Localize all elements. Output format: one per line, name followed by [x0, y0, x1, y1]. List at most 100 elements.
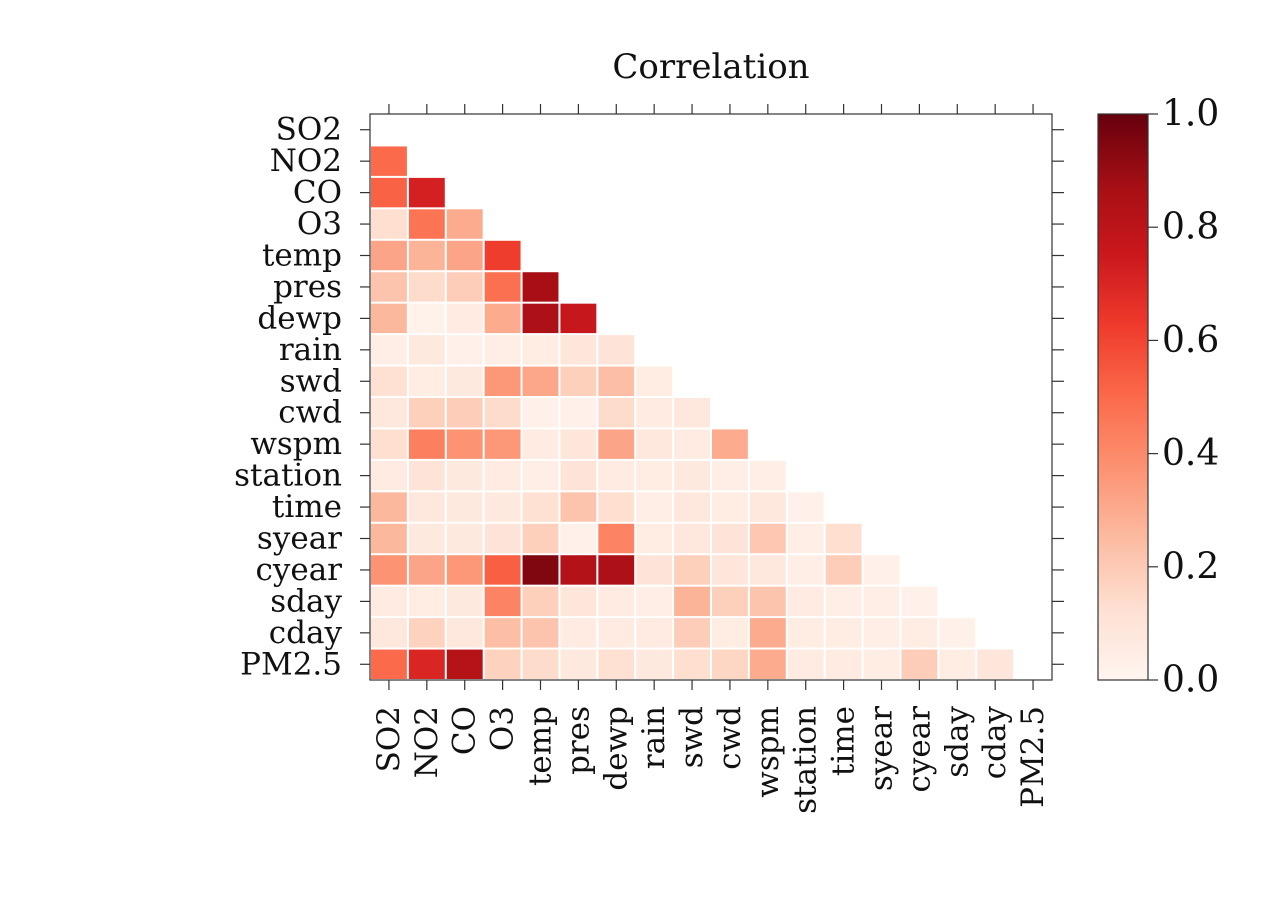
axis-ticks	[360, 104, 1064, 690]
cell-NO2-SO2	[371, 146, 407, 176]
cell-cyear-NO2	[408, 555, 445, 585]
colorbar-tick-label: 0.0	[1162, 660, 1219, 701]
cell-sday-cyear	[901, 586, 938, 617]
cell-time-SO2	[371, 492, 407, 522]
cell-PM2.5-CO	[446, 649, 483, 679]
cell-PM2.5-O3	[484, 649, 521, 679]
y-axis-labels: SO2NO2COO3temppresdewprainswdcwdwspmstat…	[234, 112, 342, 683]
cell-swd-pres	[560, 366, 597, 396]
cell-cwd-dewp	[598, 398, 635, 428]
cell-wspm-cwd	[712, 429, 748, 459]
cell-rain-dewp	[598, 335, 635, 365]
cell-cday-dewp	[598, 618, 635, 648]
cell-pres-O3	[484, 272, 521, 302]
col-label-sday: sday	[939, 706, 975, 778]
cell-cday-NO2	[408, 618, 445, 648]
cell-rain-SO2	[371, 335, 407, 365]
cell-cday-station	[787, 618, 824, 648]
cell-syear-CO	[446, 523, 483, 554]
cell-station-swd	[674, 460, 710, 491]
cell-time-O3	[484, 492, 521, 522]
row-label-temp: temp	[262, 238, 342, 274]
cell-cday-wspm	[749, 618, 786, 648]
row-label-CO: CO	[293, 175, 342, 211]
colorbar	[1097, 113, 1149, 681]
cell-sday-station	[787, 586, 824, 617]
row-label-time: time	[272, 489, 342, 525]
cell-PM2.5-pres	[560, 649, 597, 679]
cell-time-CO	[446, 492, 483, 522]
cell-wspm-SO2	[371, 429, 407, 459]
cell-time-dewp	[598, 492, 635, 522]
cell-rain-pres	[560, 335, 597, 365]
cell-syear-cwd	[712, 523, 748, 554]
cell-dewp-temp	[522, 303, 559, 334]
row-label-syear: syear	[257, 521, 342, 557]
col-label-cwd: cwd	[712, 706, 748, 770]
cell-CO-NO2	[408, 177, 445, 208]
row-label-rain: rain	[279, 332, 342, 368]
cell-syear-time	[825, 523, 862, 554]
cell-station-CO	[446, 460, 483, 491]
cell-station-NO2	[408, 460, 445, 491]
cell-syear-swd	[674, 523, 710, 554]
col-label-cyear: cyear	[901, 706, 937, 793]
cell-PM2.5-syear	[863, 649, 900, 679]
cell-swd-temp	[522, 366, 559, 396]
colorbar-ticks: 0.0 0.2 0.4 0.6 0.8 1.0	[1148, 94, 1219, 701]
cell-CO-SO2	[371, 177, 407, 208]
cell-temp-O3	[484, 240, 521, 271]
cell-cday-O3	[484, 618, 521, 648]
col-label-temp: temp	[523, 706, 559, 786]
cell-time-NO2	[408, 492, 445, 522]
cell-station-O3	[484, 460, 521, 491]
cell-station-temp	[522, 460, 559, 491]
cell-time-station	[787, 492, 824, 522]
cell-cday-cwd	[712, 618, 748, 648]
cell-wspm-O3	[484, 429, 521, 459]
cell-wspm-temp	[522, 429, 559, 459]
cell-syear-NO2	[408, 523, 445, 554]
cell-PM2.5-cyear	[901, 649, 938, 679]
cell-PM2.5-wspm	[749, 649, 786, 679]
cell-syear-rain	[636, 523, 673, 554]
cell-rain-CO	[446, 335, 483, 365]
cell-pres-CO	[446, 272, 483, 302]
col-label-SO2: SO2	[371, 706, 407, 772]
cell-cwd-O3	[484, 398, 521, 428]
cell-sday-time	[825, 586, 862, 617]
cell-pres-temp	[522, 272, 559, 302]
cell-dewp-SO2	[371, 303, 407, 334]
cell-cday-cyear	[901, 618, 938, 648]
cell-O3-CO	[446, 209, 483, 239]
cell-PM2.5-rain	[636, 649, 673, 679]
colorbar-tick-label: 0.8	[1162, 207, 1219, 248]
cell-wspm-rain	[636, 429, 673, 459]
col-label-wspm: wspm	[750, 706, 786, 798]
cell-dewp-O3	[484, 303, 521, 334]
cell-sday-swd	[674, 586, 710, 617]
cell-temp-SO2	[371, 240, 407, 271]
col-label-dewp: dewp	[598, 706, 634, 791]
cell-cday-syear	[863, 618, 900, 648]
cell-cyear-wspm	[749, 555, 786, 585]
cell-cyear-SO2	[371, 555, 407, 585]
cell-cday-rain	[636, 618, 673, 648]
cell-PM2.5-swd	[674, 649, 710, 679]
cell-cday-time	[825, 618, 862, 648]
col-label-rain: rain	[636, 706, 672, 769]
cell-cday-CO	[446, 618, 483, 648]
cell-time-pres	[560, 492, 597, 522]
cell-sday-cwd	[712, 586, 748, 617]
colorbar-tick-label: 0.4	[1162, 433, 1219, 474]
cell-PM2.5-time	[825, 649, 862, 679]
colorbar-tick-label: 1.0	[1162, 94, 1219, 135]
cell-O3-SO2	[371, 209, 407, 239]
cell-syear-wspm	[749, 523, 786, 554]
cell-dewp-NO2	[408, 303, 445, 334]
cell-cyear-CO	[446, 555, 483, 585]
cell-station-dewp	[598, 460, 635, 491]
colorbar-tick-label: 0.2	[1162, 546, 1219, 587]
cell-time-cwd	[712, 492, 748, 522]
cell-cwd-swd	[674, 398, 710, 428]
